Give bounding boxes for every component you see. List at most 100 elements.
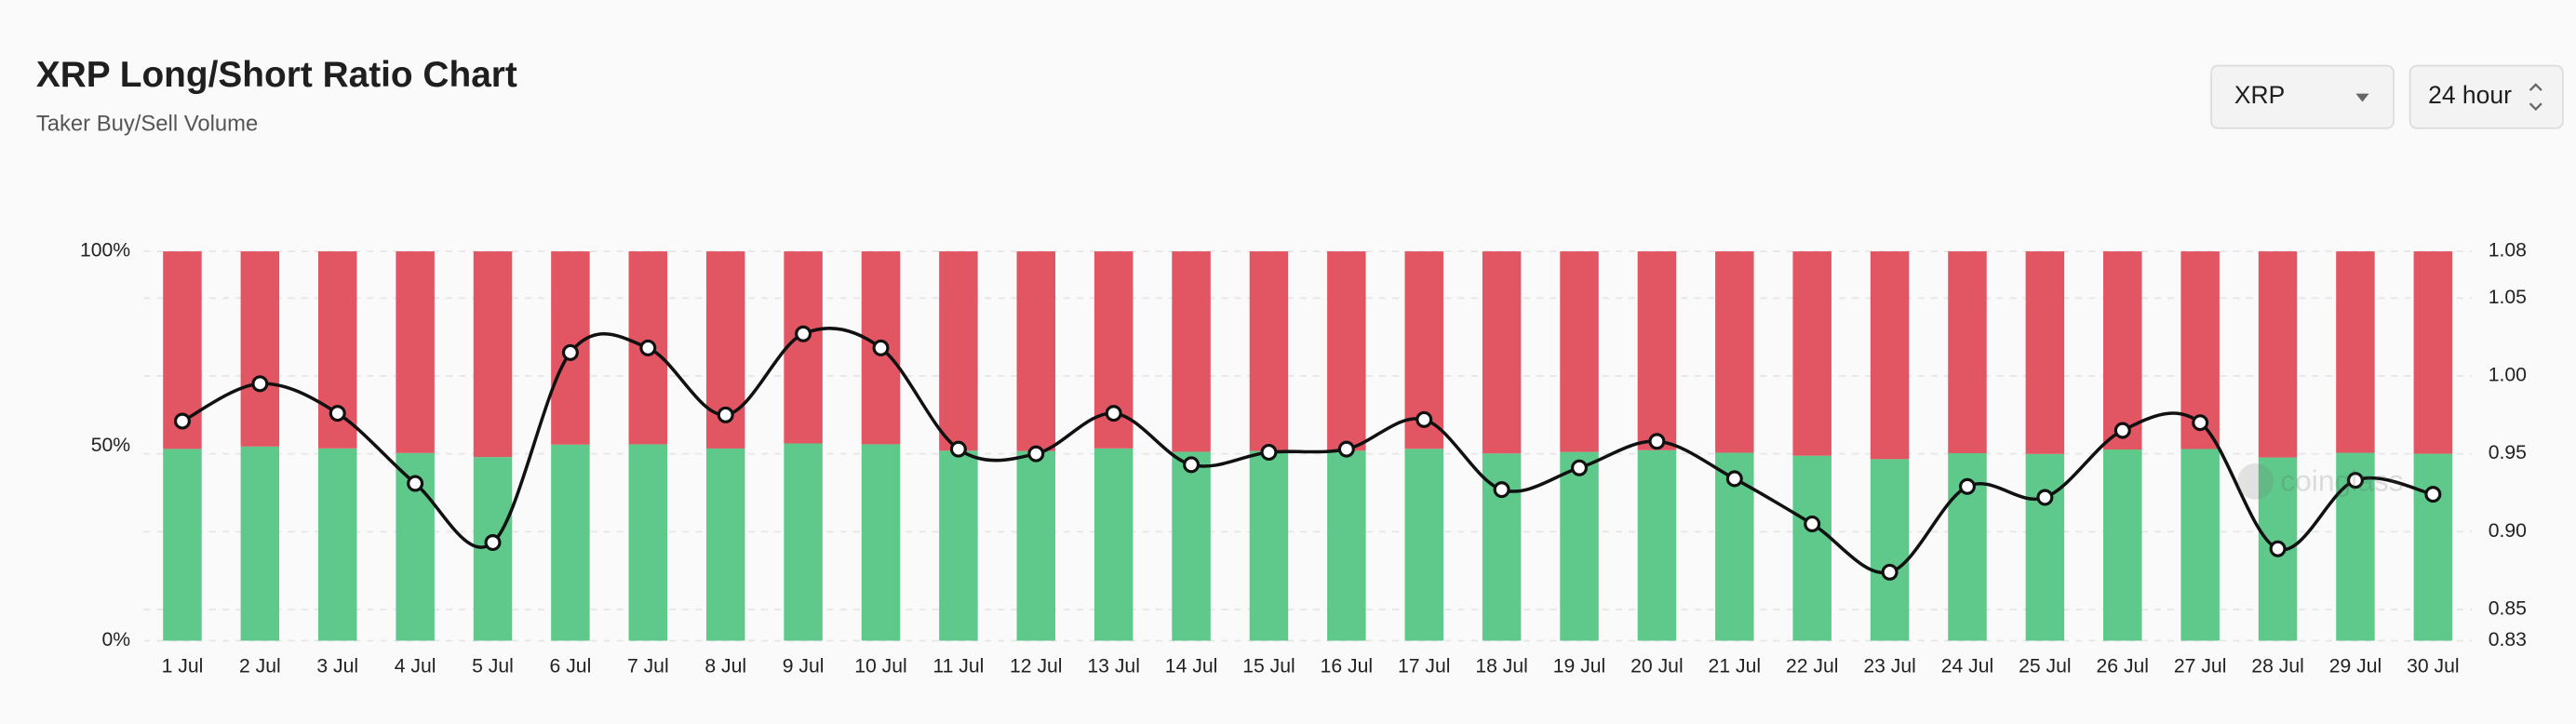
ratio-point bbox=[872, 339, 890, 356]
y-tick-label: 0% bbox=[102, 629, 131, 650]
bar-segment bbox=[1093, 448, 1134, 641]
interval-select[interactable]: 24 hour bbox=[2408, 64, 2564, 129]
y2-tick-label: 0.85 bbox=[2489, 598, 2527, 620]
bar-segment bbox=[1249, 450, 1289, 641]
bar-segment bbox=[1327, 450, 1366, 641]
x-tick-label: 11 Jul bbox=[932, 655, 984, 677]
bar-segment bbox=[1327, 251, 1366, 451]
x-tick-label: 5 Jul bbox=[472, 655, 514, 677]
bar-segment bbox=[1870, 459, 1910, 641]
y-tick-label: 50% bbox=[91, 435, 131, 456]
x-tick-label: 10 Jul bbox=[854, 655, 907, 677]
bar-segment bbox=[1560, 251, 1599, 452]
bar-segment bbox=[240, 251, 280, 447]
bar-segment bbox=[2413, 251, 2453, 454]
ratio-point bbox=[2192, 414, 2209, 432]
ratio-point bbox=[949, 440, 967, 458]
bar-segment bbox=[396, 251, 435, 453]
ratio-point bbox=[1958, 477, 1976, 495]
ratio-point bbox=[1571, 459, 1589, 476]
bar-segment bbox=[2025, 453, 2065, 641]
bar-segment bbox=[1249, 251, 1289, 451]
select-box[interactable] bbox=[2210, 64, 2395, 129]
x-tick-label: 3 Jul bbox=[316, 655, 358, 677]
watermark-text: coinglass bbox=[2280, 463, 2403, 497]
x-tick-label: 6 Jul bbox=[550, 655, 592, 677]
y2-tick-label: 0.90 bbox=[2489, 520, 2527, 542]
ratio-point bbox=[2269, 540, 2287, 557]
watermark: coinglass bbox=[2237, 463, 2404, 500]
bar-segment bbox=[2103, 251, 2142, 450]
bar-segment bbox=[2103, 449, 2142, 641]
updown-icon[interactable] bbox=[2529, 83, 2542, 112]
ratio-point bbox=[1493, 481, 1510, 499]
x-tick-label: 8 Jul bbox=[704, 655, 746, 677]
ratio-point bbox=[251, 375, 269, 393]
bar-segment bbox=[473, 251, 513, 458]
x-tick-label: 14 Jul bbox=[1165, 655, 1218, 677]
ratio-point bbox=[1027, 445, 1045, 463]
x-tick-label: 13 Jul bbox=[1087, 655, 1140, 677]
plot: 0.83 0.85 0.90 0.95 1.00 1.05 1.08 0% 50% 100% 1 J… bbox=[80, 240, 2527, 677]
x-tick-label: 15 Jul bbox=[1242, 655, 1295, 677]
bar-segment bbox=[861, 444, 901, 641]
bar-segment bbox=[1482, 251, 1522, 454]
x-tick-label: 30 Jul bbox=[2407, 655, 2459, 677]
ratio-point bbox=[639, 339, 657, 356]
y2-tick-label: 1.08 bbox=[2489, 240, 2527, 261]
ratio-point bbox=[1105, 405, 1122, 422]
chart-title: XRP Long/Short Ratio Chart bbox=[36, 55, 517, 95]
x-tick-label: 18 Jul bbox=[1475, 655, 1528, 677]
bar-segment bbox=[939, 450, 978, 641]
ratio-point bbox=[2346, 472, 2364, 489]
x-tick-label: 12 Jul bbox=[1010, 655, 1063, 677]
ratio-point bbox=[1804, 515, 1821, 532]
bar-segment bbox=[628, 444, 668, 641]
x-tick-label: 7 Jul bbox=[627, 655, 669, 677]
bar-segment bbox=[1016, 251, 1056, 451]
x-tick-label: 9 Jul bbox=[783, 655, 825, 677]
ratio-point bbox=[561, 343, 579, 361]
ratio-point bbox=[2424, 486, 2442, 503]
ratio-point bbox=[1337, 440, 1355, 458]
x-tick-label: 17 Jul bbox=[1398, 655, 1451, 677]
ratio-point bbox=[2036, 489, 2054, 506]
symbol-select[interactable]: XRP bbox=[2210, 64, 2395, 129]
bar-segment bbox=[1792, 455, 1831, 641]
bar-segment bbox=[1172, 451, 1211, 641]
ratio-point bbox=[1260, 443, 1278, 461]
chart-subtitle: Taker Buy/Sell Volume bbox=[36, 111, 258, 136]
y2-tick-label: 0.83 bbox=[2489, 629, 2527, 650]
x-tick-label: 26 Jul bbox=[2097, 655, 2150, 677]
bar-segment bbox=[317, 448, 357, 641]
select-value[interactable]: 24 hour bbox=[2428, 81, 2512, 109]
select-value[interactable]: XRP bbox=[2234, 81, 2285, 109]
bar-segment bbox=[1172, 251, 1211, 452]
x-tick-label: 25 Jul bbox=[2019, 655, 2072, 677]
bar-segment bbox=[2025, 251, 2065, 454]
bar-segment bbox=[1404, 449, 1443, 641]
caret-icon[interactable] bbox=[2355, 93, 2369, 102]
bar-segment bbox=[163, 449, 202, 641]
bar-segment bbox=[784, 443, 823, 641]
ratio-point bbox=[1648, 433, 1666, 450]
bar-segment bbox=[1792, 251, 1831, 456]
y2-tick-label: 1.00 bbox=[2489, 365, 2527, 386]
bar-segment bbox=[705, 448, 745, 641]
bar-segment bbox=[784, 251, 823, 444]
ratio-point bbox=[407, 475, 424, 492]
x-tick-label: 22 Jul bbox=[1786, 655, 1838, 677]
bar-segment bbox=[1870, 251, 1910, 460]
bar-segment bbox=[1715, 251, 1754, 453]
bar-segment bbox=[2180, 449, 2220, 641]
ratio-point bbox=[484, 534, 502, 552]
bar-segment bbox=[2258, 251, 2298, 458]
watermark-logo bbox=[2237, 463, 2274, 500]
select-box[interactable] bbox=[2408, 64, 2564, 129]
x-tick-label: 28 Jul bbox=[2251, 655, 2304, 677]
y2-tick-label: 1.05 bbox=[2489, 287, 2527, 308]
bar-segment bbox=[2336, 251, 2375, 453]
bar-segment bbox=[1016, 450, 1056, 641]
bar-segment bbox=[1637, 251, 1677, 450]
